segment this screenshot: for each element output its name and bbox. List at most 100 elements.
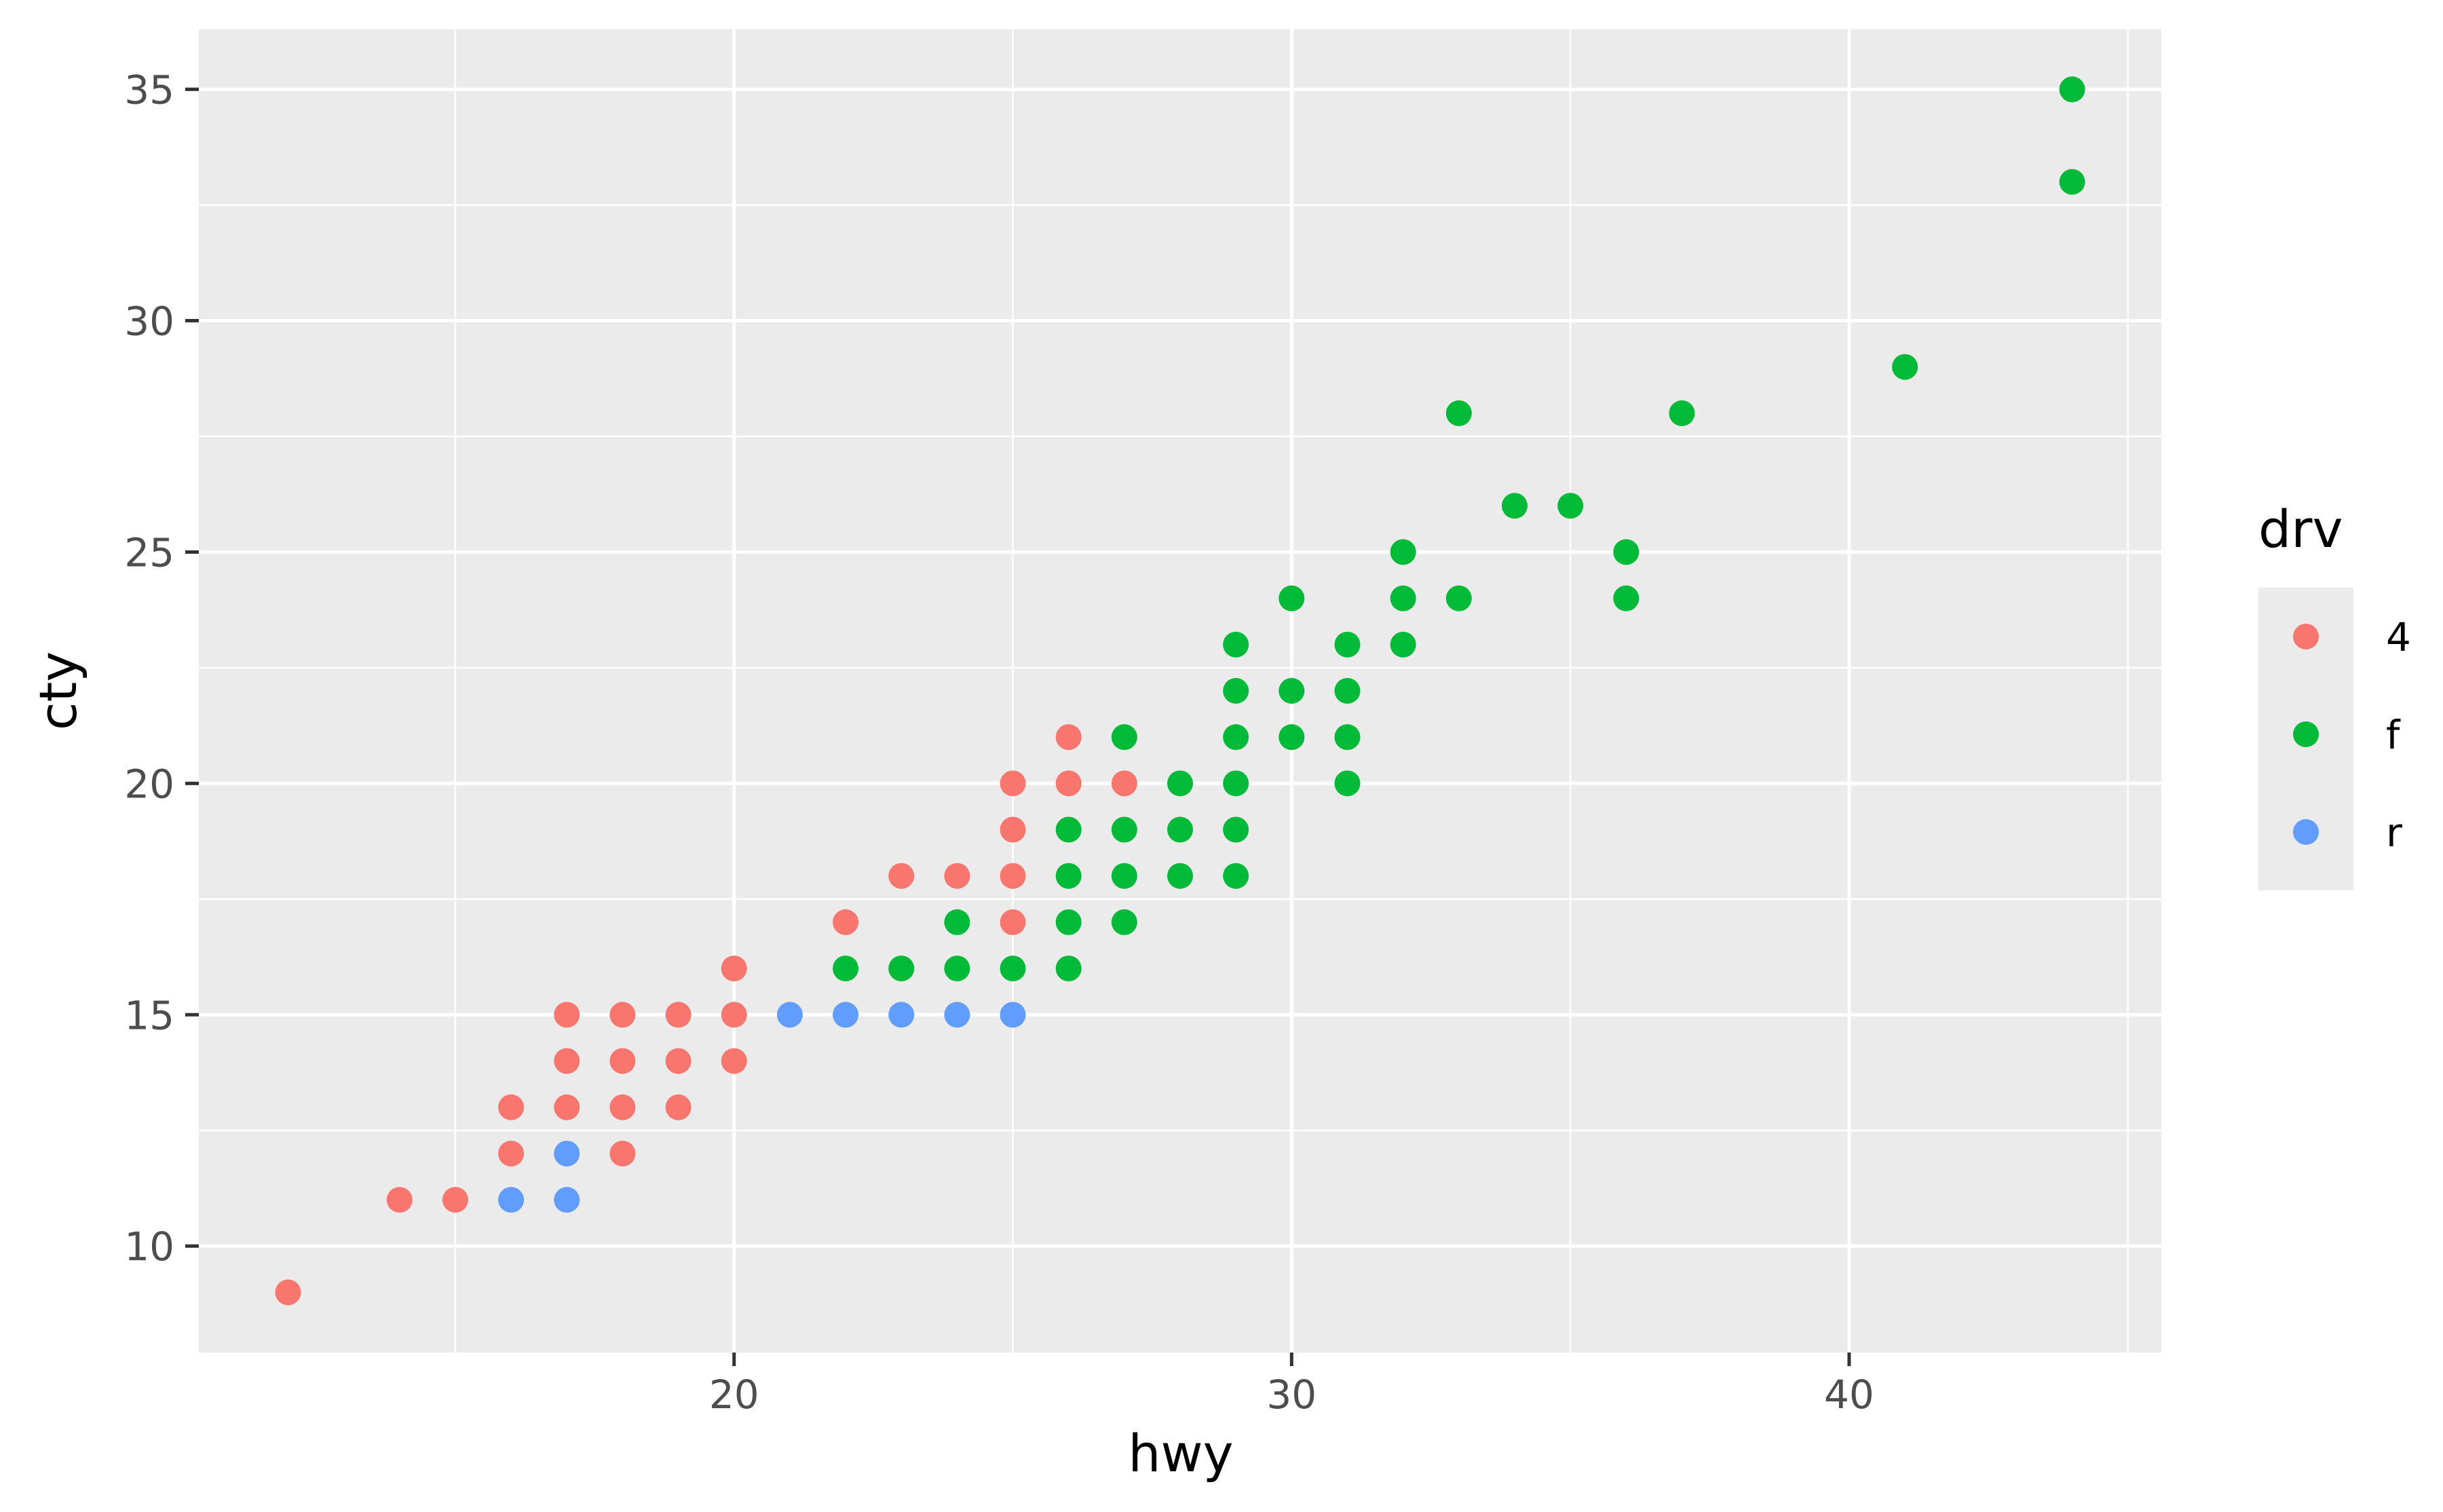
data-point-drv-r	[833, 1002, 859, 1028]
data-point-drv-f	[1111, 816, 1137, 843]
data-point-drv-f	[1334, 678, 1361, 704]
y-tick-label: 25	[124, 529, 174, 575]
data-point-drv-r	[554, 1187, 580, 1213]
data-point-drv-f	[2059, 76, 2085, 102]
legend-key-drv-r	[2293, 819, 2319, 845]
data-point-drv-f	[1892, 354, 1918, 380]
data-point-drv-f	[1167, 816, 1193, 843]
y-axis-title: cty	[28, 651, 88, 731]
data-point-drv-4	[665, 1048, 692, 1074]
data-point-drv-4	[609, 1048, 636, 1074]
data-point-drv-f	[1111, 909, 1137, 935]
data-point-drv-f	[1055, 863, 1082, 889]
data-point-drv-4	[554, 1002, 580, 1028]
y-tick-label: 30	[124, 299, 174, 345]
data-point-drv-4	[888, 863, 915, 889]
data-point-drv-f	[1111, 724, 1137, 751]
y-tick-label: 20	[124, 761, 174, 807]
data-point-drv-f	[1055, 816, 1082, 843]
data-point-drv-f	[1279, 585, 1305, 611]
legend-title: drv	[2258, 499, 2343, 559]
data-point-drv-f	[1613, 539, 1640, 565]
data-point-drv-r	[498, 1187, 525, 1213]
data-point-drv-f	[1167, 863, 1193, 889]
data-point-drv-4	[721, 1048, 747, 1074]
data-point-drv-r	[888, 1002, 915, 1028]
legend-label-drv-4: 4	[2386, 614, 2411, 660]
data-point-drv-4	[1000, 863, 1026, 889]
data-point-drv-4	[554, 1048, 580, 1074]
data-point-drv-4	[609, 1094, 636, 1120]
data-point-drv-4	[1000, 909, 1026, 935]
data-point-drv-f	[1390, 585, 1416, 611]
data-point-drv-f	[2059, 169, 2085, 195]
data-point-drv-4	[554, 1094, 580, 1120]
data-point-drv-f	[1279, 678, 1305, 704]
legend-key-drv-4	[2293, 624, 2319, 649]
data-point-drv-f	[1223, 863, 1249, 889]
data-point-drv-4	[1055, 724, 1082, 751]
data-point-drv-f	[1390, 539, 1416, 565]
data-point-drv-f	[1445, 400, 1472, 426]
x-axis-title: hwy	[1128, 1423, 1233, 1483]
data-point-drv-4	[498, 1140, 525, 1167]
data-point-drv-f	[833, 956, 859, 982]
data-point-drv-4	[609, 1140, 636, 1167]
data-point-drv-4	[609, 1002, 636, 1028]
data-point-drv-f	[1223, 678, 1249, 704]
data-point-drv-f	[1223, 770, 1249, 797]
data-point-drv-4	[386, 1187, 413, 1213]
data-point-drv-r	[554, 1140, 580, 1167]
data-point-drv-f	[1334, 631, 1361, 658]
data-point-drv-r	[776, 1002, 803, 1028]
data-point-drv-f	[944, 956, 970, 982]
data-point-drv-4	[498, 1094, 525, 1120]
data-point-drv-f	[1390, 631, 1416, 658]
x-tick-label: 40	[1824, 1372, 1874, 1418]
data-point-drv-r	[1000, 1002, 1026, 1028]
data-point-drv-4	[721, 956, 747, 982]
legend: drv 4 f r	[2258, 499, 2411, 890]
data-point-drv-4	[833, 909, 859, 935]
data-point-drv-4	[442, 1187, 468, 1213]
data-point-drv-4	[1111, 770, 1137, 797]
data-point-drv-f	[1334, 724, 1361, 751]
data-point-drv-f	[1223, 816, 1249, 843]
legend-label-drv-f: f	[2386, 712, 2401, 758]
data-point-drv-4	[944, 863, 970, 889]
x-tick-label: 20	[709, 1372, 759, 1418]
data-point-drv-f	[1223, 631, 1249, 658]
data-point-drv-f	[1669, 400, 1695, 426]
data-point-drv-f	[1613, 585, 1640, 611]
y-tick-label: 15	[124, 992, 174, 1038]
data-point-drv-f	[944, 909, 970, 935]
legend-key-drv-f	[2293, 721, 2319, 747]
data-point-drv-4	[665, 1002, 692, 1028]
data-point-drv-4	[1000, 816, 1026, 843]
data-point-drv-r	[944, 1002, 970, 1028]
data-point-drv-f	[888, 956, 915, 982]
data-point-drv-f	[1557, 493, 1584, 519]
y-tick-label: 10	[124, 1224, 174, 1270]
data-point-drv-f	[1167, 770, 1193, 797]
data-point-drv-4	[1055, 770, 1082, 797]
data-point-drv-f	[1055, 909, 1082, 935]
data-point-drv-f	[1055, 956, 1082, 982]
data-point-drv-4	[1000, 770, 1026, 797]
data-point-drv-f	[1334, 770, 1361, 797]
data-point-drv-f	[1000, 956, 1026, 982]
plot-panel	[199, 29, 2161, 1353]
data-point-drv-f	[1445, 585, 1472, 611]
data-point-drv-f	[1279, 724, 1305, 751]
data-point-drv-4	[665, 1094, 692, 1120]
x-tick-label: 30	[1266, 1372, 1317, 1418]
data-point-drv-f	[1223, 724, 1249, 751]
data-point-drv-f	[1501, 493, 1528, 519]
data-point-drv-f	[1111, 863, 1137, 889]
legend-label-drv-r: r	[2386, 810, 2402, 856]
data-point-drv-4	[275, 1279, 301, 1306]
data-point-drv-4	[721, 1002, 747, 1028]
y-tick-label: 35	[124, 67, 174, 113]
